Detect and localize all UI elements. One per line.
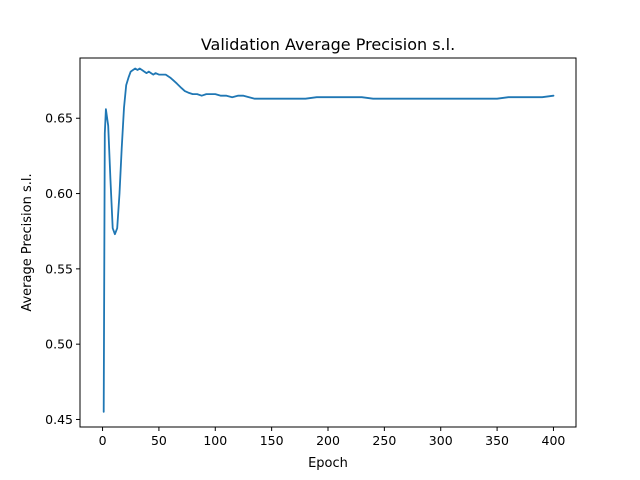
series-line xyxy=(102,67,555,413)
x-tick-label: 0 xyxy=(99,433,107,448)
y-tick-label: 0.55 xyxy=(45,261,73,276)
y-tick-label: 0.60 xyxy=(45,186,73,201)
x-tick-label: 300 xyxy=(429,433,453,448)
y-tick-label: 0.65 xyxy=(45,111,73,126)
y-tick-label: 0.45 xyxy=(45,412,73,427)
x-tick-label: 400 xyxy=(542,433,566,448)
x-tick-label: 250 xyxy=(372,433,396,448)
x-tick-label: 50 xyxy=(151,433,167,448)
y-tick-label: 0.50 xyxy=(45,337,73,352)
x-tick-label: 150 xyxy=(260,433,284,448)
x-axis-label: Epoch xyxy=(308,456,348,471)
x-tick-label: 100 xyxy=(203,433,227,448)
x-axis: 0 50 100 150 200 250 300 350 400 xyxy=(99,427,566,448)
x-tick-label: 200 xyxy=(316,433,340,448)
y-axis: 0.45 0.50 0.55 0.60 0.65 xyxy=(45,111,80,427)
y-axis-label: Average Precision s.l. xyxy=(20,173,35,311)
x-tick-label: 350 xyxy=(485,433,509,448)
chart-title: Validation Average Precision s.l. xyxy=(201,35,455,54)
